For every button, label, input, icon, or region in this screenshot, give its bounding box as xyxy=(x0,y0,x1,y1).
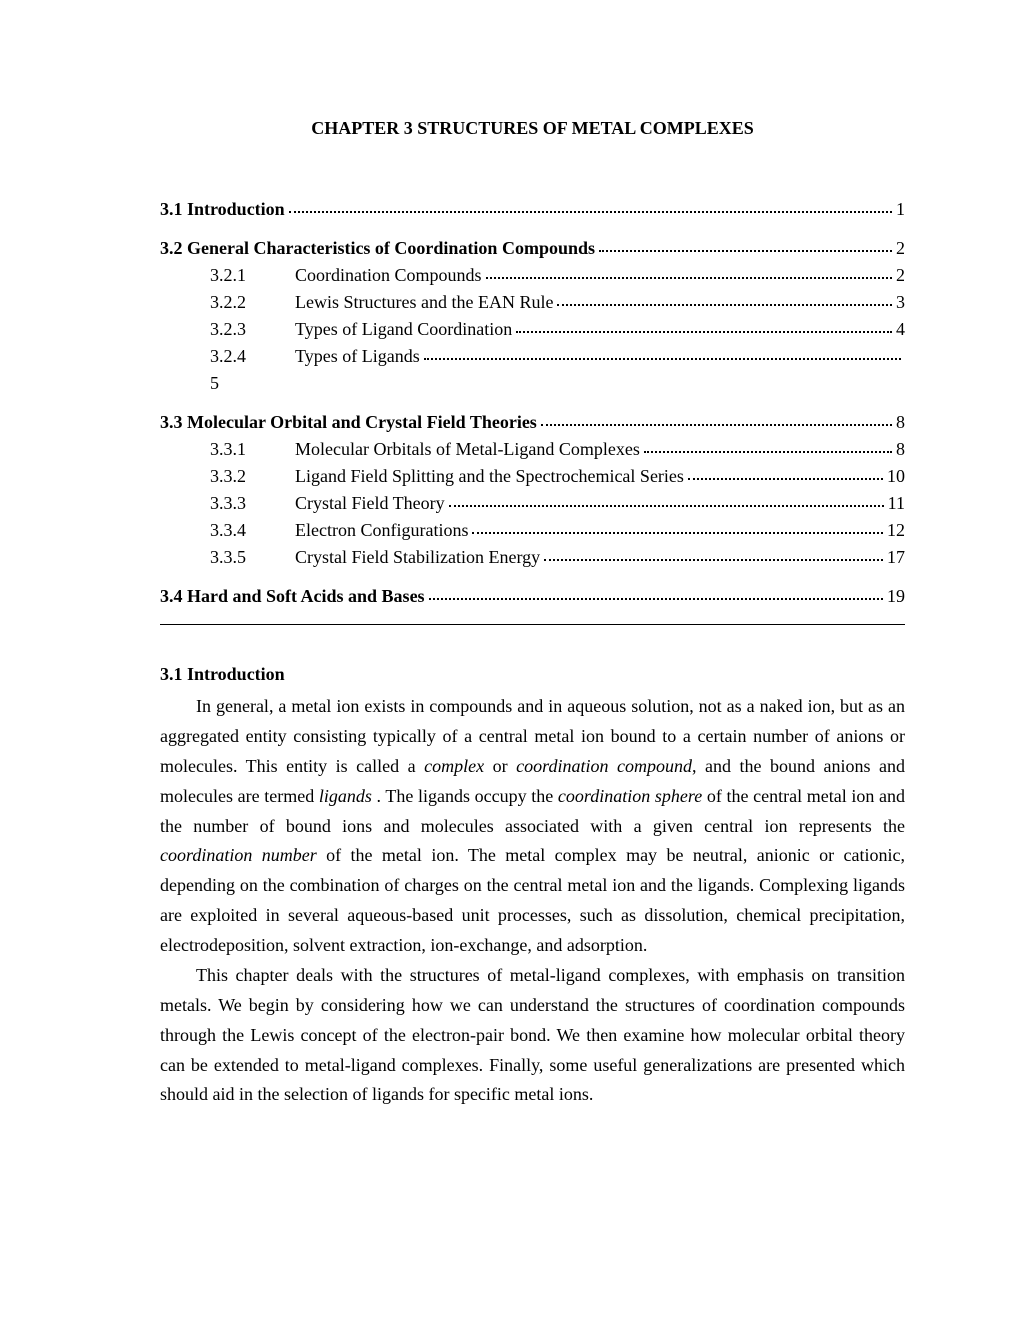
table-of-contents: 3.1 Introduction 1 3.2 General Character… xyxy=(160,196,905,610)
toc-sub-label: Types of Ligand Coordination xyxy=(295,316,512,343)
toc-sub-page: 17 xyxy=(887,544,905,571)
toc-sub-page: 5 xyxy=(210,370,295,397)
toc-section-page: 19 xyxy=(887,583,905,610)
toc-leader xyxy=(289,211,892,213)
toc-subsection: 3.3.5 Crystal Field Stabilization Energy… xyxy=(210,544,905,571)
toc-leader xyxy=(486,277,892,279)
paragraph: This chapter deals with the structures o… xyxy=(160,961,905,1110)
paragraph: In general, a metal ion exists in compou… xyxy=(160,692,905,961)
toc-section-page: 1 xyxy=(896,196,905,223)
toc-sub-num: 3.2.4 xyxy=(210,343,295,370)
toc-leader xyxy=(472,532,883,534)
toc-sub-num: 3.3.2 xyxy=(210,463,295,490)
toc-subsection: 3.2.3 Types of Ligand Coordination 4 xyxy=(210,316,905,343)
toc-sub-num: 3.3.4 xyxy=(210,517,295,544)
toc-sub-num: 3.3.5 xyxy=(210,544,295,571)
toc-sub-page: 11 xyxy=(888,490,905,517)
toc-sub-label: Coordination Compounds xyxy=(295,262,482,289)
toc-subsection: 3.3.3 Crystal Field Theory 11 xyxy=(210,490,905,517)
toc-sub-page: 12 xyxy=(887,517,905,544)
toc-leader xyxy=(544,559,883,561)
toc-section-label: 3.1 Introduction xyxy=(160,196,285,223)
toc-leader xyxy=(644,451,892,453)
toc-leader xyxy=(599,250,892,252)
toc-sub-label: Molecular Orbitals of Metal-Ligand Compl… xyxy=(295,436,640,463)
toc-subsection: 3.3.4 Electron Configurations 12 xyxy=(210,517,905,544)
toc-leader xyxy=(429,598,883,600)
toc-subsection: 3.2.1 Coordination Compounds 2 xyxy=(210,262,905,289)
toc-subsection: 3.2.2 Lewis Structures and the EAN Rule … xyxy=(210,289,905,316)
toc-section: 3.4 Hard and Soft Acids and Bases 19 xyxy=(160,583,905,610)
toc-sub-page: 4 xyxy=(896,316,905,343)
toc-sub-page: 10 xyxy=(887,463,905,490)
toc-sub-page: 2 xyxy=(896,262,905,289)
toc-sub-num: 3.3.1 xyxy=(210,436,295,463)
toc-subsection: 3.3.1 Molecular Orbitals of Metal-Ligand… xyxy=(210,436,905,463)
chapter-title: CHAPTER 3 STRUCTURES OF METAL COMPLEXES xyxy=(160,115,905,142)
toc-divider xyxy=(160,624,905,625)
toc-leader xyxy=(541,424,892,426)
toc-subsection: 3.2.4 Types of Ligands xyxy=(210,343,905,370)
toc-section: 3.2 General Characteristics of Coordinat… xyxy=(160,235,905,262)
toc-leader xyxy=(449,505,884,507)
toc-leader xyxy=(688,478,883,480)
toc-section-label: 3.4 Hard and Soft Acids and Bases xyxy=(160,583,425,610)
toc-leader xyxy=(557,304,892,306)
toc-subsection: 3.3.2 Ligand Field Splitting and the Spe… xyxy=(210,463,905,490)
toc-section-label: 3.2 General Characteristics of Coordinat… xyxy=(160,235,595,262)
toc-leader xyxy=(516,331,892,333)
toc-sub-label: Crystal Field Theory xyxy=(295,490,445,517)
toc-sub-num: 3.2.3 xyxy=(210,316,295,343)
toc-section-page: 8 xyxy=(896,409,905,436)
toc-section-page: 2 xyxy=(896,235,905,262)
toc-sub-num: 3.3.3 xyxy=(210,490,295,517)
toc-sub-page: 8 xyxy=(896,436,905,463)
toc-sub-label: Ligand Field Splitting and the Spectroch… xyxy=(295,463,684,490)
toc-sub-label: Types of Ligands xyxy=(295,343,420,370)
section-heading: 3.1 Introduction xyxy=(160,661,905,688)
toc-sub-label: Crystal Field Stabilization Energy xyxy=(295,544,540,571)
toc-sub-label: Electron Configurations xyxy=(295,517,468,544)
toc-leader xyxy=(424,358,901,360)
toc-sub-num: 3.2.2 xyxy=(210,289,295,316)
toc-sub-num: 3.2.1 xyxy=(210,262,295,289)
toc-section: 3.3 Molecular Orbital and Crystal Field … xyxy=(160,409,905,436)
toc-sub-page: 3 xyxy=(896,289,905,316)
toc-sub-label: Lewis Structures and the EAN Rule xyxy=(295,289,553,316)
toc-section-label: 3.3 Molecular Orbital and Crystal Field … xyxy=(160,409,537,436)
toc-section: 3.1 Introduction 1 xyxy=(160,196,905,223)
toc-subsection-wrapped-page: 5 xyxy=(210,370,905,397)
